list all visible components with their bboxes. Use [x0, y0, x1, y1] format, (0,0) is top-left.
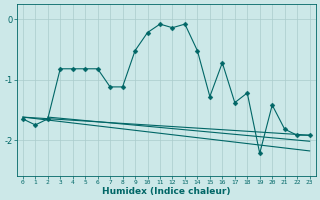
X-axis label: Humidex (Indice chaleur): Humidex (Indice chaleur) — [102, 187, 230, 196]
